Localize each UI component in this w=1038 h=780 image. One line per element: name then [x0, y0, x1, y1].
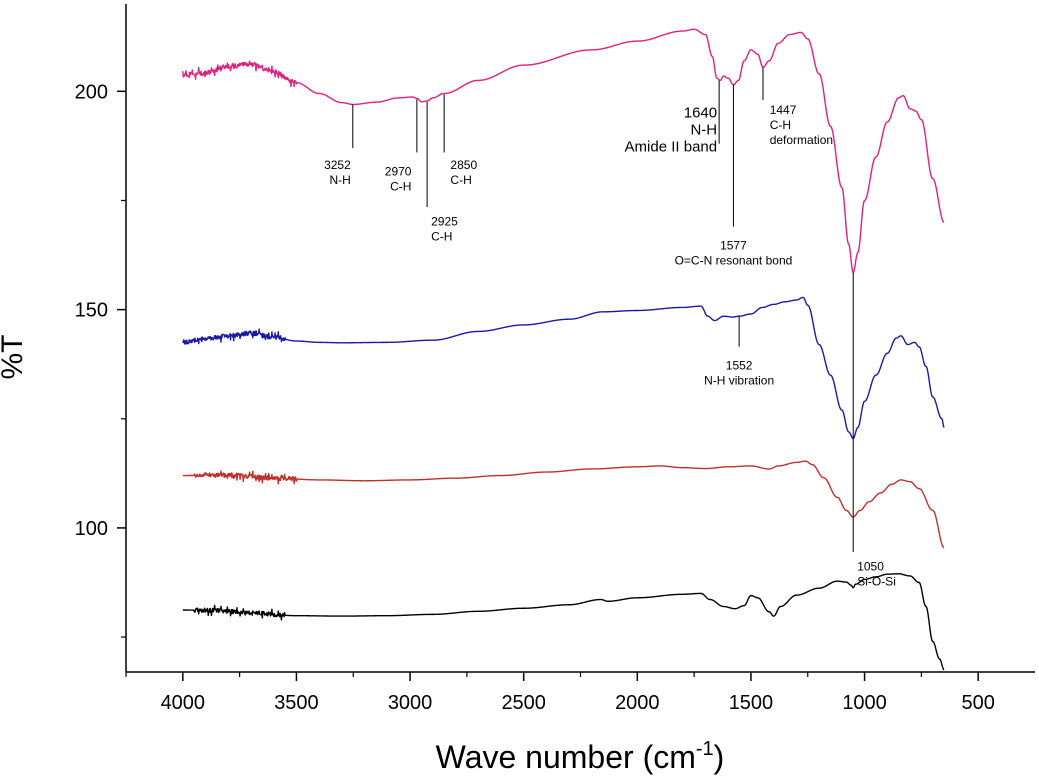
x-tick-label: 2000	[615, 692, 660, 714]
x-tick-label: 3000	[388, 692, 433, 714]
annotation-label-1050: 1050	[857, 559, 884, 573]
spectra	[182, 28, 945, 671]
y-tick-label: 150	[75, 300, 108, 322]
x-axis-label-sup: -1	[696, 738, 714, 760]
annotation-label-2970: 2970	[385, 164, 412, 178]
annotation-label-2925: C-H	[431, 230, 452, 244]
y-tick-label: 100	[75, 518, 108, 540]
series-line-blue	[182, 296, 945, 440]
annotation-label-2850: C-H	[450, 173, 471, 187]
series-line-pink	[182, 28, 945, 274]
annotation-label-2970: C-H	[390, 179, 411, 193]
x-tick-label: 4000	[161, 692, 206, 714]
axes: 4000 3500 3000 2500 2000 1500 1000 500 200 150 100	[75, 4, 1035, 714]
y-axis-label: %T	[0, 335, 29, 380]
peak-annotations: 3252N-H2970C-H2925C-H2850C-H1640N-HAmide…	[324, 67, 896, 588]
annotation-label-1447: 1447	[770, 103, 797, 117]
x-tick-label: 1500	[729, 692, 774, 714]
annotation-label-3252: N-H	[329, 173, 350, 187]
x-axis-label: Wave number (cm-1)	[436, 738, 725, 775]
annotation-label-1640: 1640	[684, 105, 717, 122]
series-line-black	[182, 573, 945, 671]
x-axis-label-close: )	[714, 739, 725, 775]
annotation-label-1050: Si-O-Si	[857, 574, 896, 588]
annotation-label-2925: 2925	[431, 215, 458, 229]
x-axis-label-main: Wave number (cm	[436, 739, 696, 775]
x-tick-label: 1000	[842, 692, 887, 714]
x-tick-label: 3500	[274, 692, 319, 714]
annotation-label-1577: O=C-N resonant bond	[675, 254, 793, 268]
annotation-label-1552: 1552	[726, 359, 753, 373]
series-line-red	[182, 460, 945, 549]
annotation-label-1640: N-H	[690, 122, 717, 139]
annotation-label-2850: 2850	[450, 158, 477, 172]
annotation-label-1640: Amide II band	[625, 139, 718, 156]
annotation-label-1552: N-H vibration	[704, 374, 774, 388]
annotation-label-3252: 3252	[324, 158, 351, 172]
x-tick-label: 2500	[501, 692, 546, 714]
annotation-label-1577: 1577	[720, 239, 747, 253]
y-tick-label: 200	[75, 81, 108, 103]
x-tick-label: 500	[962, 692, 995, 714]
annotation-label-1447: C-H	[770, 118, 791, 132]
annotation-label-1447: deformation	[770, 133, 833, 147]
